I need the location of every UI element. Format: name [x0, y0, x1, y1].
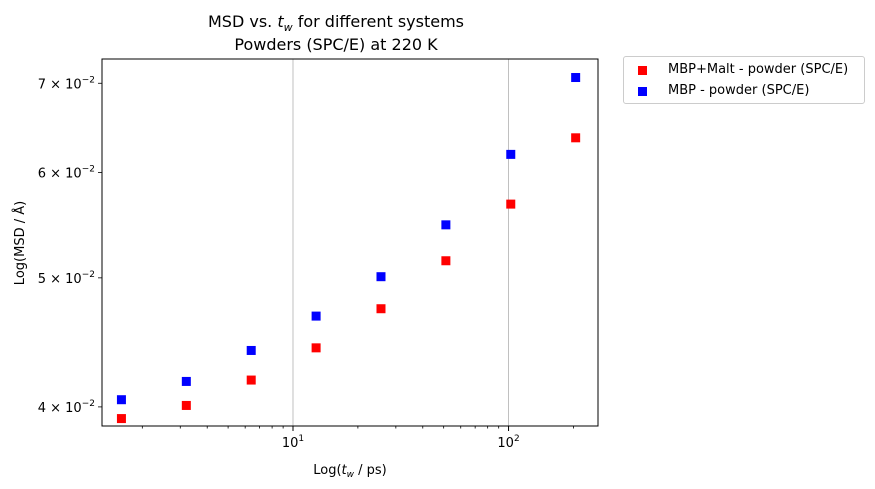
- data-point: [116, 414, 126, 424]
- data-point: [246, 375, 256, 385]
- data-point: [506, 199, 516, 209]
- data-point: [506, 149, 516, 159]
- legend-label-mbp-malt: MBP+Malt - powder (SPC/E): [668, 62, 849, 77]
- x-tick-label: 101: [282, 434, 304, 451]
- chart-title: MSD vs. tw for different systems: [208, 12, 464, 34]
- data-point: [571, 133, 581, 143]
- legend: MBP+Malt - powder (SPC/E) MBP - powder (…: [623, 56, 865, 104]
- data-point: [376, 272, 386, 282]
- plot-frame: [101, 58, 599, 427]
- data-point: [441, 220, 451, 230]
- x-tick-label: 102: [497, 434, 519, 451]
- data-point: [246, 345, 256, 355]
- series-1: [116, 133, 581, 424]
- series-2: [116, 73, 581, 405]
- data-point: [181, 376, 191, 386]
- chart-subtitle: Powders (SPC/E) at 220 K: [234, 35, 438, 54]
- data-point: [311, 311, 321, 321]
- data-point: [116, 395, 126, 405]
- legend-marker-mbp: [638, 87, 647, 96]
- x-axis-label: Log(tw / ps): [313, 463, 387, 480]
- legend-item-mbp: MBP - powder (SPC/E): [624, 82, 864, 102]
- data-points: [116, 73, 581, 424]
- y-tick-label: 4 × 10−2: [38, 399, 95, 416]
- axis-ticks: 101 102 4 × 10−2 5 × 10−2 6 × 10−2 7 × 10−2: [38, 75, 574, 451]
- data-point: [181, 400, 191, 410]
- y-tick-label: 7 × 10−2: [38, 75, 95, 92]
- data-point: [571, 73, 581, 83]
- data-point: [441, 256, 451, 266]
- legend-label-mbp: MBP - powder (SPC/E): [668, 83, 810, 98]
- legend-marker-mbp-malt: [638, 66, 647, 75]
- legend-item-mbp-malt: MBP+Malt - powder (SPC/E): [624, 61, 864, 81]
- y-axis-label: Log(MSD / Å): [12, 201, 28, 285]
- y-tick-label: 5 × 10−2: [38, 270, 95, 287]
- grid-lines: [292, 59, 509, 426]
- data-point: [311, 343, 321, 353]
- y-tick-label: 6 × 10−2: [38, 164, 95, 181]
- data-point: [376, 304, 386, 314]
